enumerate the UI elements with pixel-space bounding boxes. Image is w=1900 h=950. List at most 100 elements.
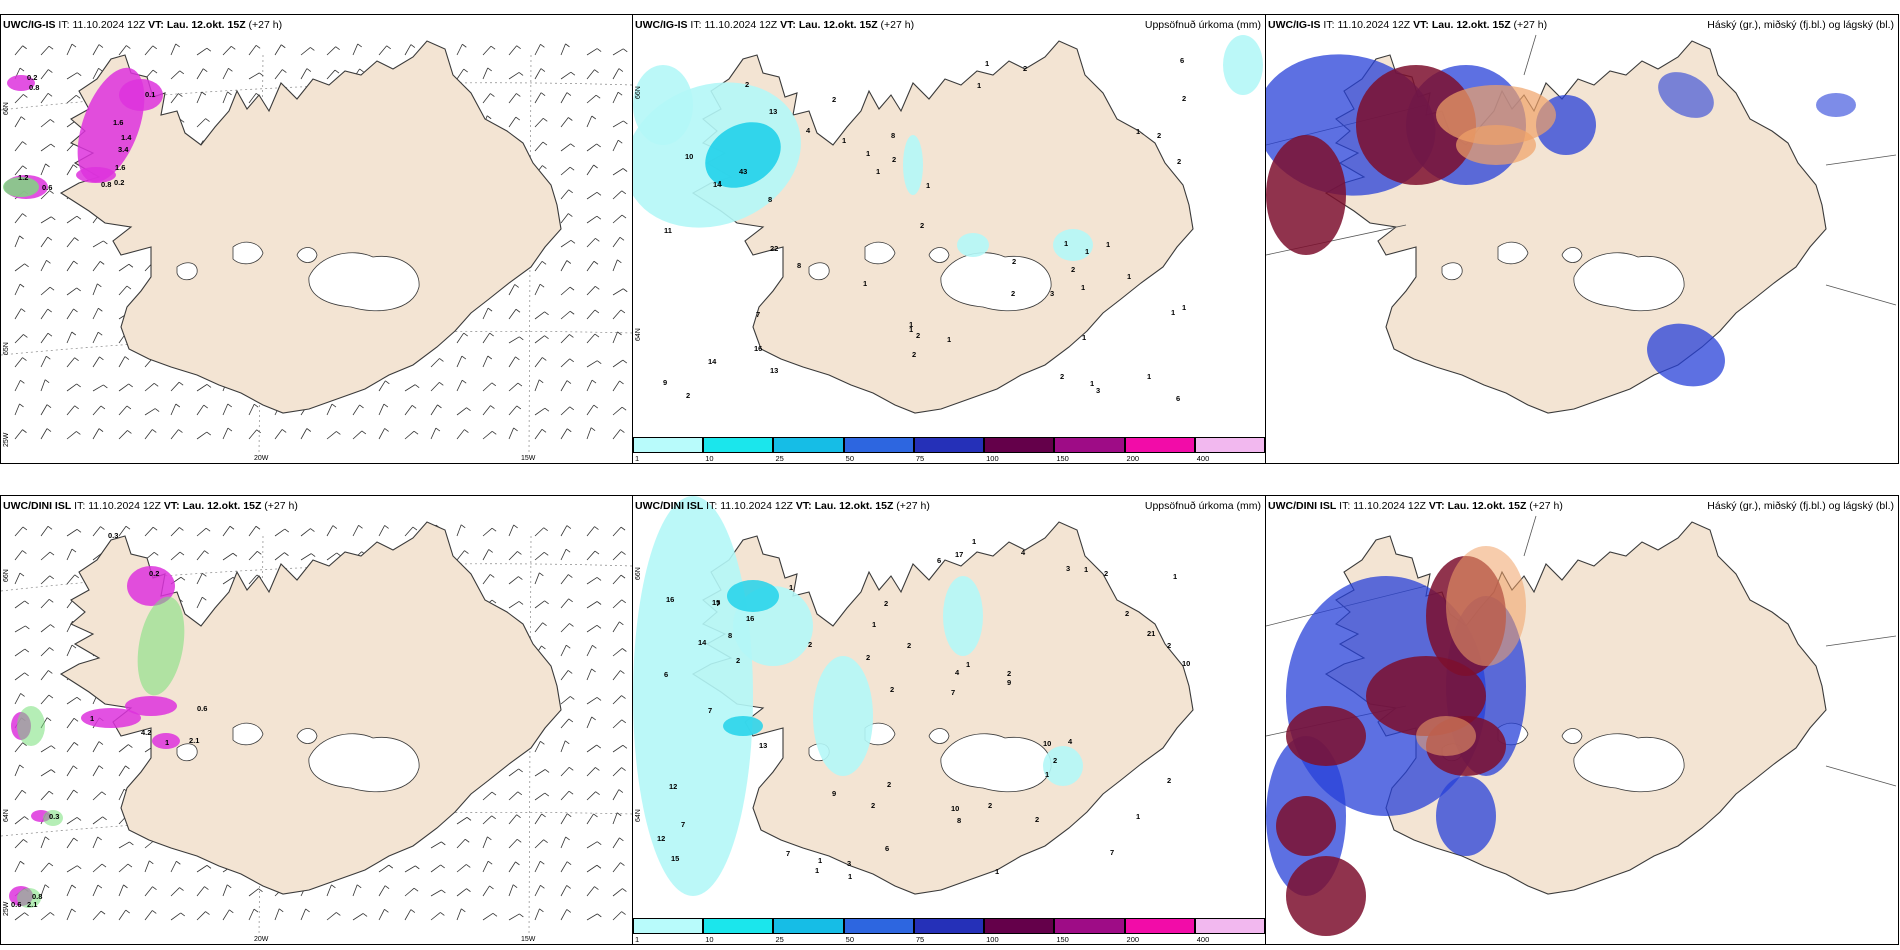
wind-barb-flag [413, 887, 419, 892]
wind-barb [66, 95, 77, 104]
wind-barb-flag [512, 884, 518, 889]
wind-barb [378, 864, 390, 873]
it-value: 11.10.2024 12Z [1353, 500, 1426, 512]
model-name: UWC/DINI ISL [3, 500, 72, 512]
wind-barb-flag [594, 333, 600, 338]
wind-barb-flag [358, 525, 363, 529]
wind-barb [612, 68, 620, 80]
value-label: 7 [1110, 848, 1115, 857]
wind-barb [40, 260, 47, 272]
wind-barb [456, 550, 465, 561]
wind-barb-flag [71, 644, 77, 649]
wind-barb [456, 864, 467, 873]
wind-barb-flag [175, 403, 181, 408]
wind-barb [560, 43, 566, 56]
lead-time: (+27 h) [1529, 500, 1563, 512]
wind-barb-flag [149, 860, 154, 865]
wind-barb [66, 789, 75, 801]
wind-barb-flag [46, 428, 52, 432]
wind-barb-flag [20, 308, 26, 313]
value-label: 3 [1066, 564, 1071, 573]
wind-barb [482, 913, 494, 921]
wind-barb [586, 668, 592, 681]
wind-barb-flag [565, 43, 570, 48]
wind-barb [586, 143, 597, 152]
legend-swatch [1054, 918, 1125, 934]
vt-label: VT: [148, 19, 164, 31]
wind-barb [196, 404, 205, 416]
wind-barb [300, 528, 311, 537]
wind-barb [274, 429, 283, 440]
precip-area [1043, 746, 1083, 786]
wind-barb [144, 886, 153, 897]
wind-barb [14, 600, 25, 609]
wind-barb [66, 865, 78, 873]
wind-barb-flag [284, 528, 290, 533]
wind-barb-flag [492, 913, 498, 917]
wind-barb-flag [256, 429, 261, 434]
wind-barb-flag [50, 769, 56, 773]
value-label: 0.6 [11, 900, 22, 909]
wind-barb-flag [359, 68, 364, 73]
value-label: 0.6 [197, 704, 208, 713]
wind-barb-flag [306, 68, 312, 72]
wind-barb-flag [306, 428, 312, 432]
wind-barb-flag [594, 526, 599, 530]
wind-barb [248, 888, 259, 897]
wind-barb-flag [48, 790, 54, 795]
value-label: 1 [1084, 565, 1089, 574]
wind-barb-flag [513, 524, 518, 529]
wind-barb [560, 380, 568, 392]
wind-barb-flag [541, 260, 547, 265]
wind-barb-flag [540, 860, 545, 865]
wind-barb-flag [565, 836, 570, 841]
glacier-langjokull [864, 722, 896, 746]
precip-area [81, 708, 141, 728]
wind-barb [560, 670, 569, 681]
wind-barb [92, 791, 103, 801]
value-label: 2 [884, 599, 889, 608]
wind-barb-flag [542, 141, 548, 146]
it-label: IT: [706, 500, 718, 512]
wind-barb [612, 214, 623, 224]
wind-barb-flag [543, 839, 548, 843]
wind-barb-flag [50, 912, 55, 916]
wind-barb [612, 190, 623, 200]
wind-barb [92, 884, 99, 897]
wind-barb [248, 908, 255, 921]
wind-barb-flag [621, 719, 627, 724]
model-name: UWC/IG-IS [3, 19, 56, 31]
wind-barb [612, 380, 620, 392]
wind-barb-flag [617, 259, 622, 264]
wind-barb [586, 215, 598, 224]
wind-barb-flag [21, 789, 27, 794]
wind-barb [300, 553, 312, 561]
model-name: UWC/IG-IS [635, 19, 688, 31]
wind-barb-flag [46, 355, 51, 360]
value-label: 1 [1064, 239, 1069, 248]
wind-barb-flag [466, 888, 471, 892]
wind-barb [534, 622, 543, 633]
iceland-landmass [59, 521, 562, 895]
wind-barb [612, 574, 622, 585]
wind-barb [66, 215, 78, 224]
value-label: 1 [866, 149, 871, 158]
graticule-line [1825, 284, 1897, 306]
color-legend: 1 10 25 50 75 100 150 200 400 [633, 918, 1265, 944]
value-label: 2 [916, 331, 921, 340]
wind-barb [404, 44, 412, 56]
legend-tick: 150 [1056, 454, 1069, 463]
wind-barb [534, 527, 544, 537]
wind-barb-flag [179, 118, 185, 123]
wind-barb-flag [76, 215, 82, 220]
wind-barb-flag [253, 908, 259, 913]
wind-barb-flag [518, 576, 523, 580]
wind-barb [612, 551, 622, 561]
wind-barb [14, 861, 21, 873]
wind-barb-flag [566, 260, 572, 264]
wind-barb-flag [594, 886, 599, 890]
wind-barb [326, 912, 337, 921]
wind-barb [248, 526, 257, 537]
wind-barb-flag [203, 404, 208, 409]
glacier-hofsjokull [296, 247, 318, 263]
